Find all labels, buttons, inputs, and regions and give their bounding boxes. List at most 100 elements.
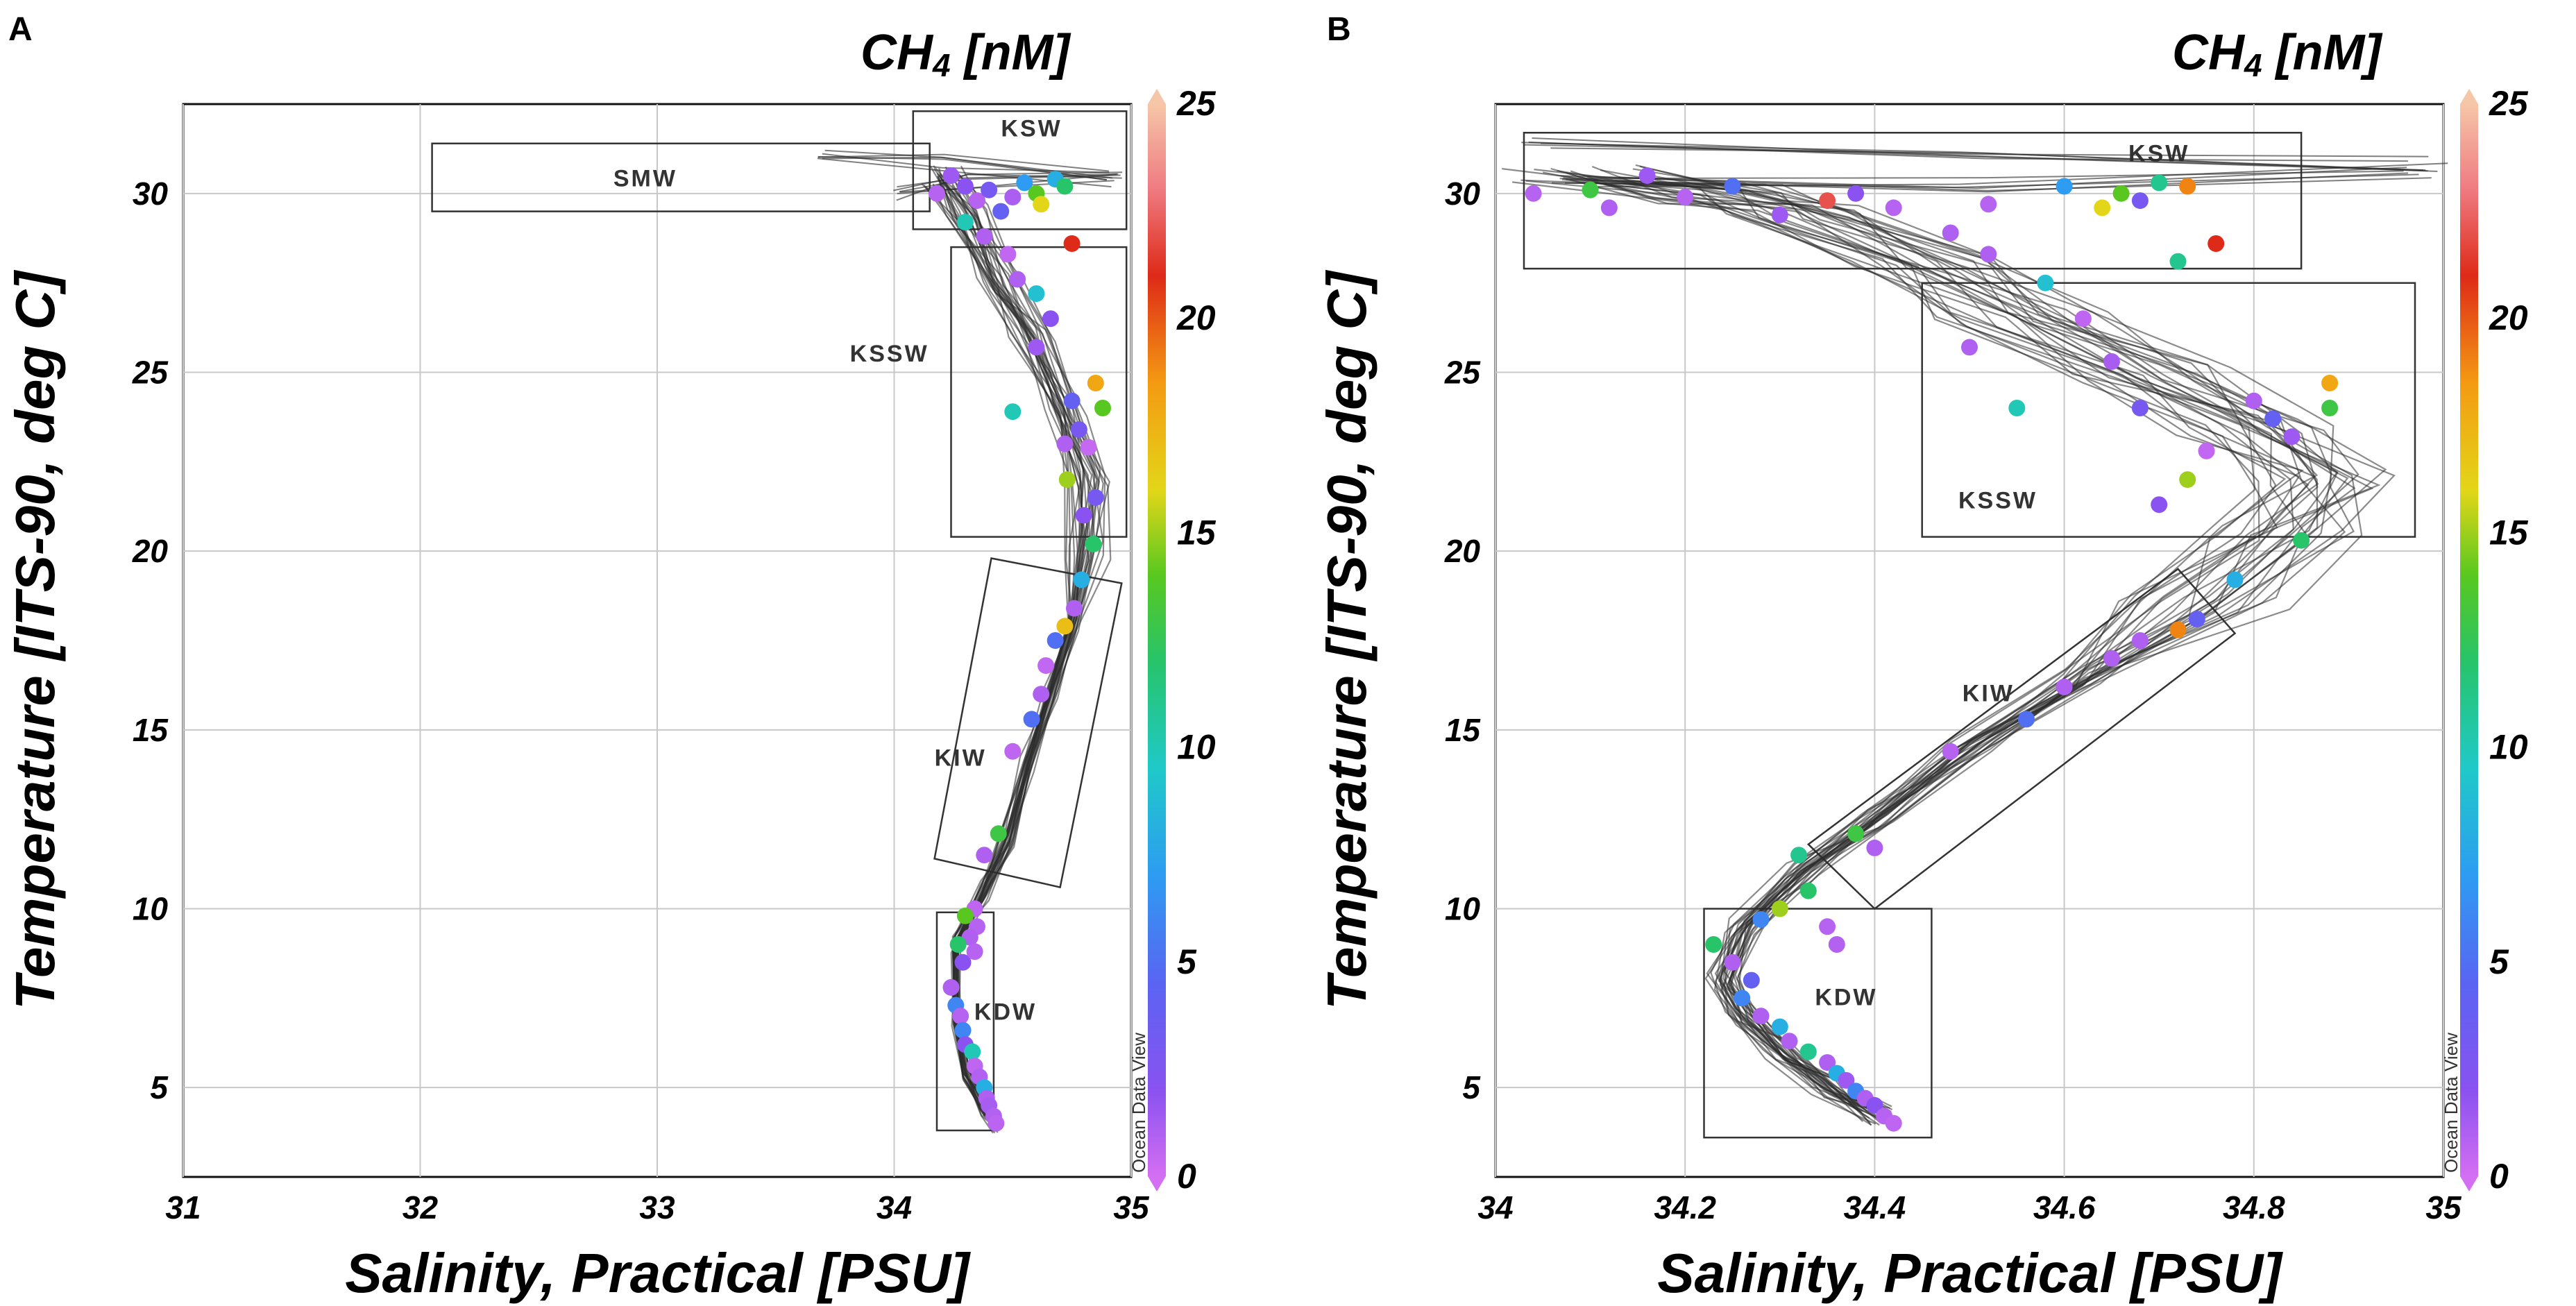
ch4-point-b-50 xyxy=(1819,918,1836,935)
colorbar-tick-label-a-1: 5 xyxy=(1177,942,1197,981)
panel-a: A CH4 [nM] SMW KSW KSSW KIW KDW 31 32 33 34 35 5… xyxy=(4,11,1217,1304)
ch4-point-b-25 xyxy=(2131,400,2149,416)
ch4-point-a-32 xyxy=(1066,600,1083,617)
y-tick-label-a-0: 5 xyxy=(150,1069,169,1105)
y-tick-label-a-5: 30 xyxy=(133,176,169,212)
ch4-point-a-39 xyxy=(990,825,1007,842)
surface-streak-b-1-5 xyxy=(1559,170,2404,180)
ch4-point-a-46 xyxy=(954,953,972,971)
region-label-kiw-b: KIW xyxy=(1963,681,2015,707)
colorbar-tick-label-a-3: 15 xyxy=(1177,513,1217,552)
y-tick-label-a-3: 20 xyxy=(132,533,169,569)
ch4-point-b-59 xyxy=(1799,1043,1817,1060)
ch4-point-b-60 xyxy=(1819,1054,1836,1071)
surface-streak-b-1-3 xyxy=(1586,167,2407,189)
ch4-point-b-53 xyxy=(1724,953,1741,971)
x-tick-label-a-4: 35 xyxy=(1113,1189,1150,1226)
ch4-point-b-58 xyxy=(1781,1033,1798,1050)
ch4-point-a-0 xyxy=(929,185,945,202)
ch4-point-b-54 xyxy=(1743,972,1760,989)
ch4-point-a-35 xyxy=(1037,657,1055,675)
ch4-point-a-17 xyxy=(1028,285,1045,303)
ch4-points-a xyxy=(929,167,1111,1132)
x-axis-label-b: Salinity, Practical [PSU] xyxy=(1657,1242,2283,1304)
ch4-point-a-3 xyxy=(969,192,985,210)
ch4-point-b-3 xyxy=(1638,167,1656,185)
colorbar-a xyxy=(1148,104,1166,1176)
ch4-point-b-31 xyxy=(2283,428,2300,446)
ch4-point-b-8 xyxy=(1847,185,1865,202)
ch4-point-a-28 xyxy=(1087,489,1104,506)
ch4-point-b-46 xyxy=(1790,847,1808,864)
ch4-point-a-51 xyxy=(954,1021,972,1039)
ch4-point-a-47 xyxy=(966,943,983,960)
y-tick-labels-b: 5 10 15 20 25 30 xyxy=(1444,176,1482,1105)
region-box-kssw-a xyxy=(950,246,1128,538)
ocean-data-view-watermark-a: Ocean Data View xyxy=(1128,1033,1149,1173)
region-label-kssw-b: KSSW xyxy=(1958,487,2037,514)
y-tick-label-a-1: 10 xyxy=(133,891,169,927)
ch4-point-a-6 xyxy=(1004,189,1022,205)
ch4-point-b-13 xyxy=(2094,199,2111,217)
ch4-point-b-26 xyxy=(2008,400,2026,416)
surface-streak-b-1-2 xyxy=(1560,175,2432,192)
ch4-point-a-18 xyxy=(1042,310,1059,328)
ch4-point-a-24 xyxy=(1056,435,1074,452)
ch4-point-b-12 xyxy=(2056,178,2073,195)
ch4-point-b-27 xyxy=(2245,392,2262,409)
region-label-kssw-a: KSSW xyxy=(850,341,929,367)
profile-line-b-26 xyxy=(1566,171,2287,1126)
ctd-profiles-b xyxy=(1502,137,2448,1126)
ch4-point-a-38 xyxy=(1004,743,1022,760)
ch4-point-b-52 xyxy=(1705,936,1722,953)
region-label-smw-a: SMW xyxy=(613,166,677,192)
region-box-ksw-b xyxy=(1523,131,2303,270)
ch4-point-a-23 xyxy=(1004,403,1022,421)
region-box-smw-a xyxy=(431,142,931,212)
ch4-point-b-39 xyxy=(2131,632,2149,649)
colorbar-title-main-b: CH xyxy=(2172,25,2246,80)
profile-line-b-27 xyxy=(1563,177,2277,1117)
colorbar-tick-label-b-3: 15 xyxy=(2489,513,2529,552)
colorbar-bottom-arrow-a xyxy=(1148,1176,1166,1191)
ch4-point-b-18 xyxy=(2208,235,2225,252)
colorbar-tick-label-a-5: 25 xyxy=(1176,84,1217,123)
ch4-point-a-19 xyxy=(1028,339,1045,356)
colorbar-title-a: CH4 [nM] xyxy=(861,25,1071,83)
ch4-point-a-40 xyxy=(976,847,993,864)
ch4-point-a-36 xyxy=(1033,686,1050,703)
ocean-data-view-watermark-b: Ocean Data View xyxy=(2441,1033,2461,1173)
ch4-point-b-37 xyxy=(2188,611,2205,628)
y-tick-label-b-3: 20 xyxy=(1444,533,1481,569)
x-tick-labels-b: 34 34.2 34.4 34.6 34.8 35 xyxy=(1477,1189,2462,1226)
ch4-point-b-41 xyxy=(2056,679,2073,695)
x-tick-label-b-3: 34.6 xyxy=(2033,1189,2096,1226)
ch4-point-b-11 xyxy=(1980,196,1997,213)
x-tick-label-b-1: 34.2 xyxy=(1654,1189,1716,1226)
colorbar-tick-label-b-1: 5 xyxy=(2489,942,2509,981)
profile-line-a-26 xyxy=(933,168,1094,1123)
surface-streak-a-0-3 xyxy=(817,153,1109,172)
ch4-point-a-26 xyxy=(1080,439,1097,456)
x-axis-label-a: Salinity, Practical [PSU] xyxy=(345,1242,971,1304)
ch4-point-b-2 xyxy=(1600,199,1618,217)
y-tick-label-b-1: 10 xyxy=(1445,891,1481,927)
ch4-point-b-38 xyxy=(2169,621,2187,638)
ch4-point-b-67 xyxy=(1885,1114,1902,1132)
surface-streak-b-0-5 xyxy=(1528,141,2408,162)
colorbar-title-unit-b: [nM] xyxy=(2262,25,2383,80)
ch4-point-a-53 xyxy=(964,1043,981,1060)
x-tick-label-b-2: 34.4 xyxy=(1844,1189,1906,1226)
ch4-point-a-34 xyxy=(1046,632,1064,649)
ch4-point-b-20 xyxy=(1980,246,1997,263)
colorbar-tick-label-a-0: 0 xyxy=(1177,1157,1196,1196)
profile-line-b-24 xyxy=(1502,168,2316,1122)
ch4-point-b-23 xyxy=(1961,339,1978,356)
ch4-point-a-15 xyxy=(1063,235,1081,252)
x-tick-label-a-2: 33 xyxy=(639,1189,675,1226)
y-axis-label-a: Temperature [ITS-90, deg C] xyxy=(4,270,66,1010)
colorbar-title-sub-a: 4 xyxy=(932,47,951,83)
water-mass-regions-a: SMW KSW KSSW KIW KDW xyxy=(431,110,1128,1132)
y-axis-label-b: Temperature [ITS-90, deg C] xyxy=(1316,270,1378,1010)
